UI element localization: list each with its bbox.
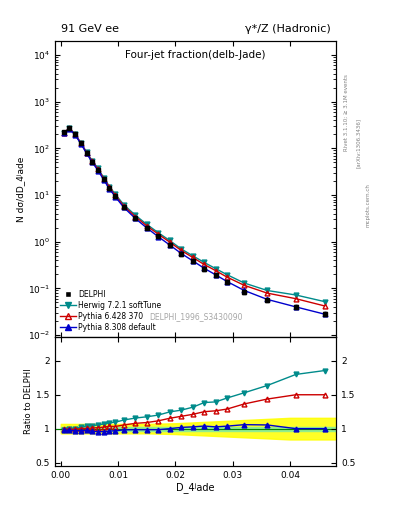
X-axis label: D_4ʲade: D_4ʲade bbox=[176, 482, 215, 494]
Text: mcplots.cern.ch: mcplots.cern.ch bbox=[365, 183, 371, 227]
Text: DELPHI_1996_S3430090: DELPHI_1996_S3430090 bbox=[149, 312, 242, 321]
Text: Rivet 3.1.10; ≥ 3.1M events: Rivet 3.1.10; ≥ 3.1M events bbox=[344, 74, 349, 151]
Text: [arXiv:1306.3436]: [arXiv:1306.3436] bbox=[356, 118, 361, 168]
Text: 91 GeV ee: 91 GeV ee bbox=[61, 24, 119, 34]
Text: Four-jet fraction(delb-Jade): Four-jet fraction(delb-Jade) bbox=[125, 50, 266, 60]
Legend: DELPHI, Herwig 7.2.1 softTune, Pythia 6.428 370, Pythia 8.308 default: DELPHI, Herwig 7.2.1 softTune, Pythia 6.… bbox=[59, 289, 163, 333]
Text: γ*/Z (Hadronic): γ*/Z (Hadronic) bbox=[245, 24, 331, 34]
Y-axis label: Ratio to DELPHI: Ratio to DELPHI bbox=[24, 369, 33, 434]
Y-axis label: N dσ/dD_4ʲade: N dσ/dD_4ʲade bbox=[16, 156, 25, 222]
